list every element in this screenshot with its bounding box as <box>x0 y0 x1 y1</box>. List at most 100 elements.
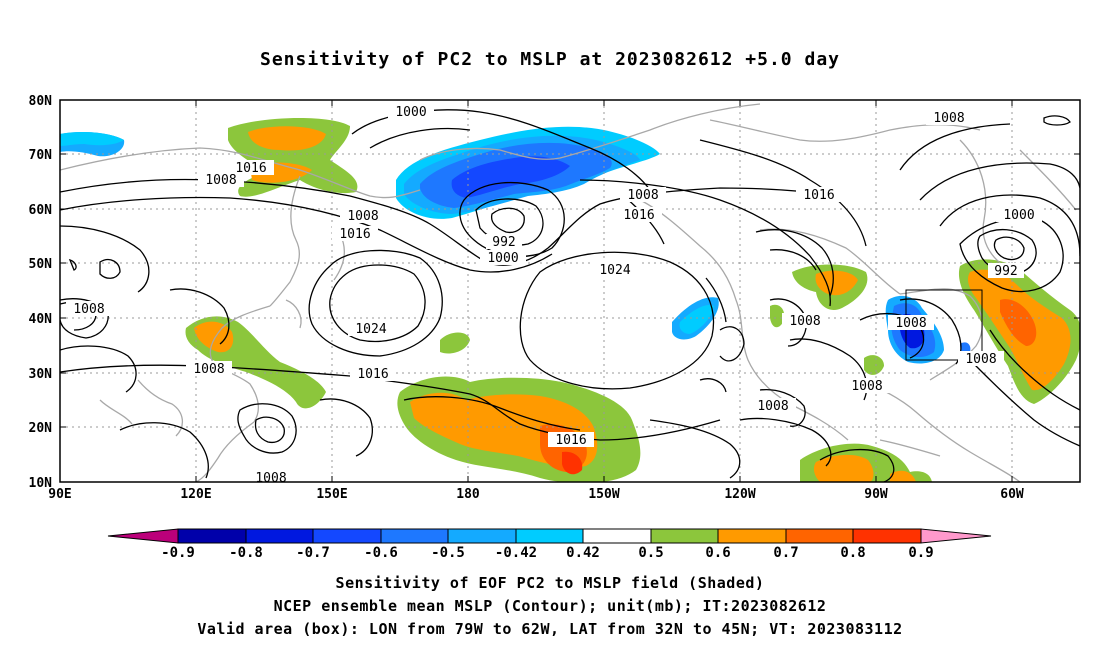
contour-label: 1016 <box>332 226 378 242</box>
contour-labels: 1000 1016 1008 1008 1016 992 1000 1008 1… <box>66 104 1042 486</box>
lat-label: 80N <box>29 94 53 109</box>
colorbar-label: 0.9 <box>908 545 933 561</box>
colorbar-label: 0.8 <box>840 545 865 561</box>
lon-label: 90W <box>864 487 888 502</box>
contour-label: 1008 <box>66 301 112 317</box>
contour-label-text: 1016 <box>357 367 388 382</box>
colorbar-segment <box>380 528 449 544</box>
colorbar-low-arrow <box>107 528 179 544</box>
colorbar-label: -0.8 <box>229 545 263 561</box>
lat-label: 10N <box>29 476 53 491</box>
colorbar-segment <box>177 528 247 544</box>
contour-label: 1000 <box>388 104 434 120</box>
contour-label-text: 1016 <box>623 208 654 223</box>
colorbar-label: -0.7 <box>296 545 330 561</box>
contour-label: 1016 <box>548 432 594 448</box>
colorbar-labels: -0.9 -0.8 -0.7 -0.6 -0.5 -0.42 0.42 0.5 … <box>161 545 934 561</box>
colorbar-segment <box>515 528 584 544</box>
lon-label: 120W <box>724 487 755 502</box>
contour-label: 992 <box>486 234 522 250</box>
contour-label-text: 1008 <box>757 399 788 414</box>
contour-label: 1008 <box>926 110 972 126</box>
colorbar-label: -0.42 <box>495 545 537 561</box>
colorbar-segment <box>650 528 719 544</box>
lon-label: 150E <box>316 487 347 502</box>
contour-label-text: 1008 <box>895 316 926 331</box>
lat-label: 20N <box>29 421 53 436</box>
colorbar-label: -0.9 <box>161 545 195 561</box>
lat-label: 30N <box>29 367 53 382</box>
contour-label: 1008 <box>248 471 294 486</box>
contour-label: 1008 <box>844 378 890 394</box>
contour-label: 1016 <box>616 207 662 223</box>
colorbar-label: 0.42 <box>566 545 600 561</box>
chart-title: Sensitivity of PC2 to MSLP at 2023082612… <box>259 49 840 70</box>
colorbar-high-arrow <box>920 528 992 544</box>
colorbar-label: -0.5 <box>431 545 465 561</box>
lat-label: 40N <box>29 312 53 327</box>
contour-label-text: 1000 <box>1003 208 1034 223</box>
colorbar-segment <box>245 528 314 544</box>
contour-label: 1008 <box>340 208 386 224</box>
contour-label: 1016 <box>350 366 396 382</box>
contour-label: 1008 <box>750 398 796 414</box>
mslp-contours <box>60 109 1080 482</box>
contour-label-text: 1008 <box>255 471 286 486</box>
contour-label: 992 <box>988 263 1024 279</box>
colorbar <box>107 528 992 544</box>
contour-label-text: 1000 <box>395 105 426 120</box>
contour-label-text: 1024 <box>599 263 630 278</box>
axis-ticks <box>59 99 1080 483</box>
contour-label-text: 1008 <box>193 362 224 377</box>
contour-label-text: 1008 <box>73 302 104 317</box>
contour-label: 1000 <box>480 250 526 266</box>
lon-label: 90E <box>48 487 71 502</box>
contour-label: 1008 <box>620 187 666 203</box>
contour-label-text: 992 <box>994 264 1017 279</box>
contour-label-text: 1008 <box>205 173 236 188</box>
latitude-labels: 80N 70N 60N 50N 40N 30N 20N 10N <box>29 94 53 491</box>
lat-label: 70N <box>29 148 53 163</box>
contour-label: 1008 <box>782 313 828 329</box>
contour-label: 1008 <box>186 361 232 377</box>
contour-label-text: 1008 <box>851 379 882 394</box>
colorbar-label: 0.7 <box>773 545 798 561</box>
contour-label-text: 992 <box>492 235 515 250</box>
lon-label: 120E <box>180 487 211 502</box>
contour-label-text: 1016 <box>339 227 370 242</box>
map-area <box>60 100 1080 482</box>
lat-label: 60N <box>29 203 53 218</box>
grid-lines <box>60 100 1080 482</box>
footer-line-2: NCEP ensemble mean MSLP (Contour); unit(… <box>273 597 827 615</box>
contour-label-text: 1008 <box>627 188 658 203</box>
map-frame <box>59 99 1081 483</box>
footer-line-3: Valid area (box): LON from 79W to 62W, L… <box>197 620 903 638</box>
colorbar-segment <box>785 528 854 544</box>
contour-label-text: 1016 <box>555 433 586 448</box>
contour-label: 1000 <box>996 207 1042 223</box>
contour-label-text: 1016 <box>803 188 834 203</box>
colorbar-segment <box>312 528 382 544</box>
contour-label-text: 1008 <box>933 111 964 126</box>
colorbar-segment <box>852 528 922 544</box>
colorbar-segment <box>582 528 652 544</box>
colorbar-segment <box>717 528 787 544</box>
contour-label-text: 1008 <box>789 314 820 329</box>
footer-line-1: Sensitivity of EOF PC2 to MSLP field (Sh… <box>335 574 765 592</box>
colorbar-label: 0.5 <box>638 545 663 561</box>
contour-label-text: 1008 <box>965 352 996 367</box>
colorbar-label: -0.6 <box>364 545 398 561</box>
lon-label: 180 <box>456 487 480 502</box>
lon-label: 60W <box>1000 487 1024 502</box>
colorbar-label: 0.6 <box>705 545 730 561</box>
lat-label: 50N <box>29 257 53 272</box>
longitude-labels: 90E 120E 150E 180 150W 120W 90W 60W <box>48 487 1024 502</box>
contour-label: 1008 <box>198 172 244 188</box>
contour-label: 1024 <box>592 262 638 278</box>
contour-label: 1024 <box>348 321 394 337</box>
contour-label-text: 1008 <box>347 209 378 224</box>
colorbar-segment <box>447 528 517 544</box>
contour-label-text: 1000 <box>487 251 518 266</box>
lon-label: 150W <box>588 487 619 502</box>
